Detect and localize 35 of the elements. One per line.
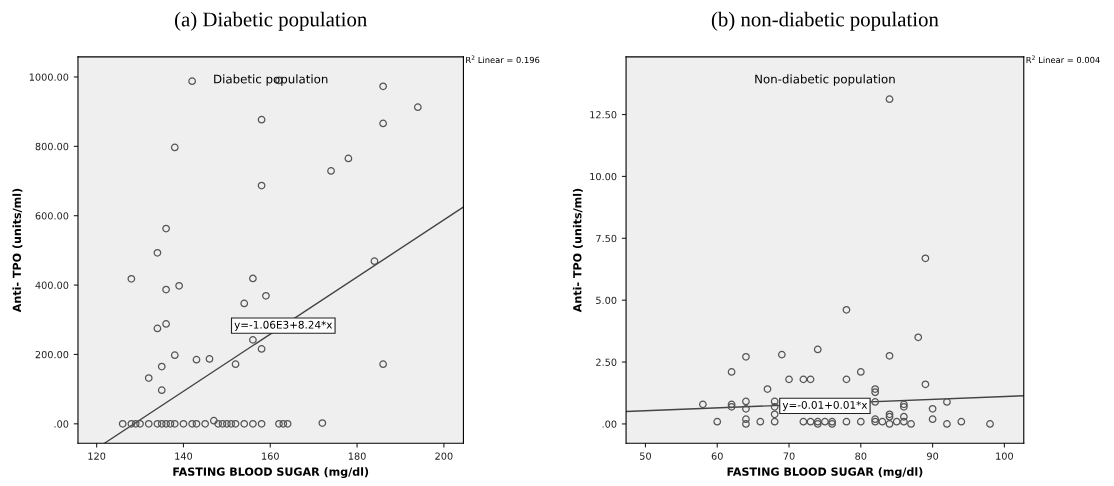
- y-tick-label: 800.00: [35, 142, 69, 151]
- y-tick-label: 200.00: [35, 350, 69, 359]
- chart-title: (b) non-diabetic population: [711, 11, 939, 31]
- y-axis-title: Anti- TPO (units/ml): [12, 188, 23, 313]
- y-tick-label: .00: [602, 420, 617, 428]
- x-tick-label: 200: [435, 452, 453, 460]
- text: R$^{2}$ Linear = 0.196: [466, 55, 540, 64]
- x-tick-label: 180: [348, 452, 366, 460]
- y-tick-label: 7.50: [596, 234, 617, 243]
- x-axis-title: FASTING BLOOD SUGAR (mg/dl): [173, 467, 369, 479]
- y-tick-label: 2.50: [596, 358, 617, 366]
- chart-title: (a) Diabetic population: [175, 11, 367, 31]
- text: Non-diabetic population: [755, 74, 895, 86]
- x-tick-label: 50: [640, 452, 651, 460]
- y-tick-label: 1000.00: [29, 73, 69, 81]
- x-tick-label: 70: [783, 452, 795, 460]
- annotation: y=-0.01+0.01*x: [782, 401, 868, 411]
- y-tick-label: .00: [54, 420, 69, 428]
- y-tick-label: 12.50: [590, 111, 617, 119]
- x-tick-label: 90: [927, 452, 939, 460]
- x-tick-label: 140: [175, 452, 193, 460]
- annotation: y=-1.06E3+8.24*x: [234, 320, 333, 331]
- y-tick-label: 400.00: [35, 281, 69, 289]
- x-tick-label: 80: [855, 452, 867, 460]
- x-tick-label: 120: [88, 452, 106, 460]
- text: Diabetic population: [214, 74, 328, 86]
- x-tick-label: 100: [996, 452, 1014, 460]
- y-tick-label: 10.00: [590, 172, 617, 181]
- x-axis-title: FASTING BLOOD SUGAR (mg/dl): [727, 467, 923, 479]
- y-axis-title: Anti- TPO (units/ml): [572, 188, 583, 313]
- x-tick-label: 160: [262, 452, 279, 460]
- x-tick-label: 60: [711, 452, 723, 460]
- y-tick-label: 5.00: [596, 296, 617, 304]
- y-tick-label: 600.00: [35, 212, 69, 220]
- text: R$^{2}$ Linear = 0.004: [1026, 55, 1100, 64]
